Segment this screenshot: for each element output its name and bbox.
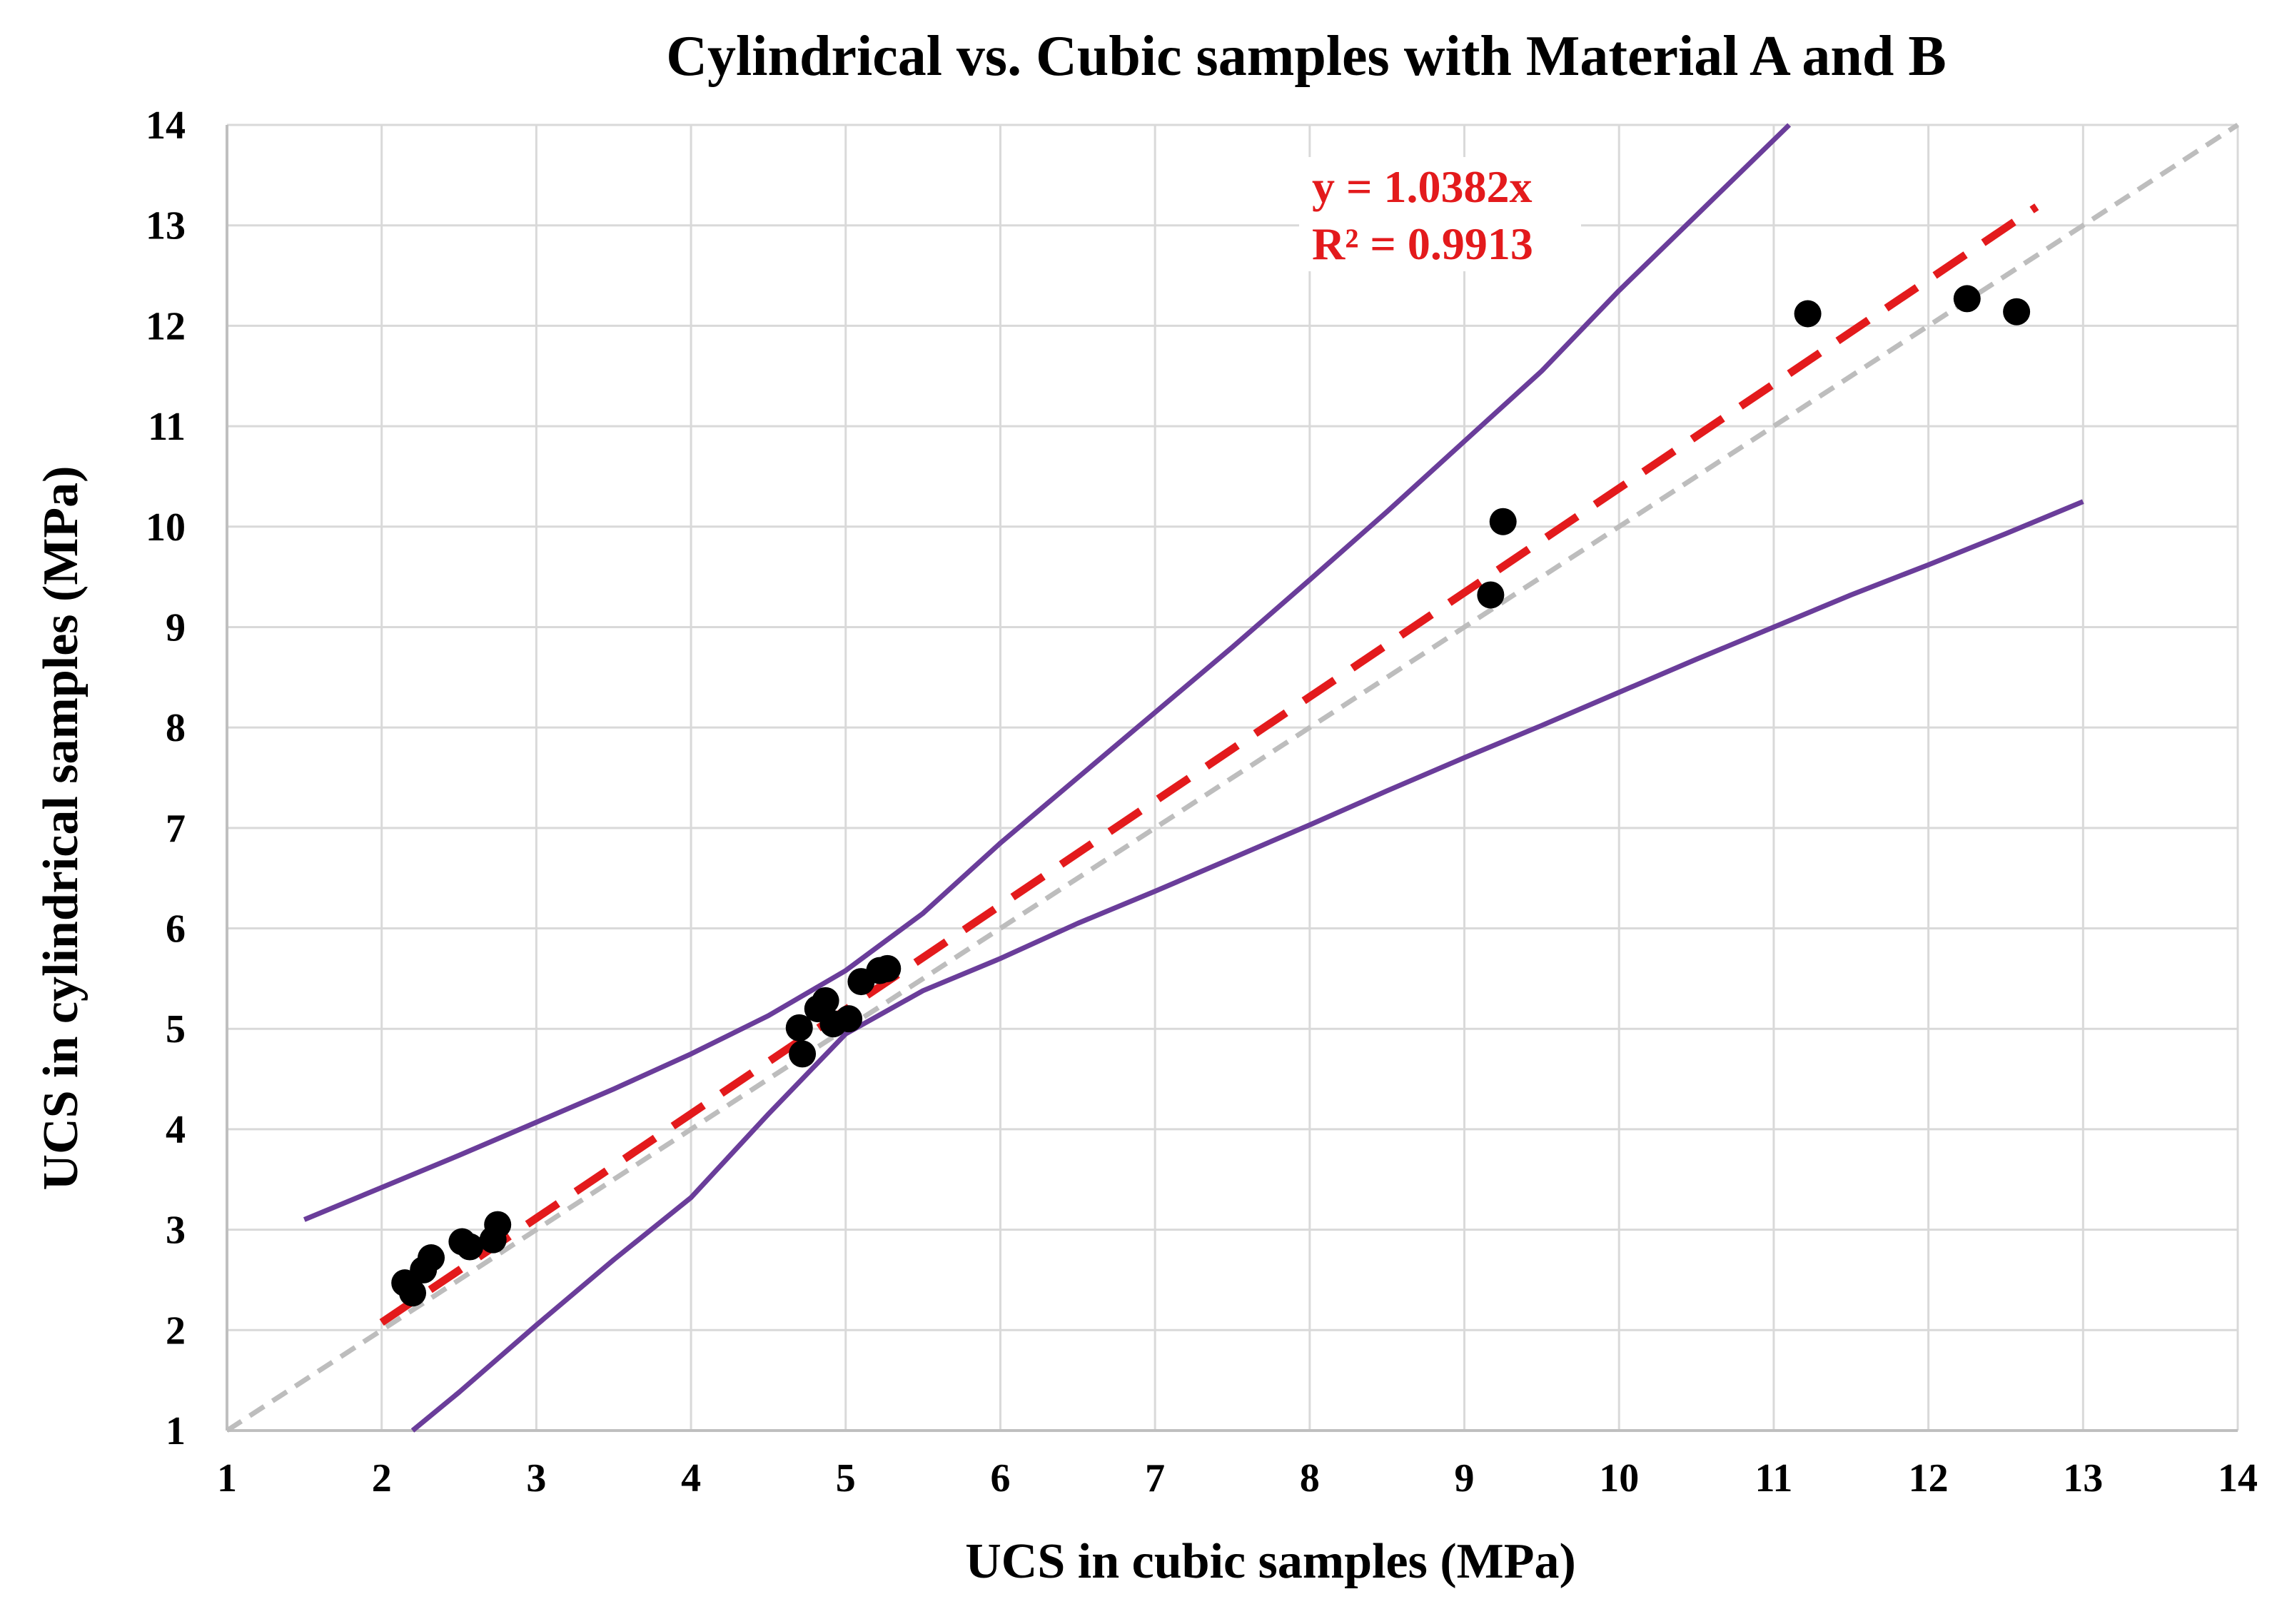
data-point xyxy=(456,1233,484,1261)
data-point xyxy=(789,1040,817,1068)
x-tick-label-14: 14 xyxy=(2218,1456,2258,1501)
y-tick-label-3: 3 xyxy=(166,1209,186,1253)
line-of-equality-line xyxy=(226,123,2239,1433)
data-point xyxy=(2003,298,2031,326)
x-tick-label-1: 1 xyxy=(217,1456,237,1501)
y-tick-label-7: 7 xyxy=(166,807,186,851)
axes xyxy=(226,125,2238,1432)
x-tick-label-5: 5 xyxy=(836,1456,856,1501)
y-tick-label-1: 1 xyxy=(166,1409,186,1453)
y-tick-label-12: 12 xyxy=(146,304,186,348)
x-tick-label-13: 13 xyxy=(2063,1456,2103,1501)
data-points xyxy=(391,285,2031,1307)
series-lines xyxy=(226,123,2239,1433)
data-point xyxy=(418,1244,445,1272)
x-tick-label-4: 4 xyxy=(681,1456,701,1501)
data-point xyxy=(399,1279,427,1307)
data-point xyxy=(1794,300,1822,328)
data-point xyxy=(1489,508,1517,535)
chart-title: Cylindrical vs. Cubic samples with Mater… xyxy=(666,25,1946,88)
y-tick-label-6: 6 xyxy=(166,907,186,952)
lower-bound-line xyxy=(410,499,2084,1433)
y-tick-label-13: 13 xyxy=(146,204,186,248)
fit-r-squared: R² = 0.9913 xyxy=(1312,218,1533,269)
y-axis-title: UCS in cylindrical samples (MPa) xyxy=(34,466,89,1191)
x-tick-label-6: 6 xyxy=(990,1456,1010,1501)
y-tick-label-4: 4 xyxy=(166,1108,186,1152)
data-point xyxy=(835,1005,863,1033)
data-point xyxy=(1953,285,1981,313)
annotation-background xyxy=(1299,157,1581,271)
y-tick-label-14: 14 xyxy=(146,104,186,148)
linear-fit-line xyxy=(379,203,2039,1326)
x-tick-label-2: 2 xyxy=(372,1456,392,1501)
data-point xyxy=(812,987,839,1014)
x-tick-label-3: 3 xyxy=(526,1456,546,1501)
x-tick-label-8: 8 xyxy=(1300,1456,1320,1501)
y-tick-label-9: 9 xyxy=(166,605,186,650)
fit-annotation: y = 1.0382x R² = 0.9913 xyxy=(1299,157,1581,271)
data-point xyxy=(874,954,902,982)
y-tick-label-5: 5 xyxy=(166,1007,186,1051)
x-tick-label-7: 7 xyxy=(1145,1456,1165,1501)
data-point xyxy=(484,1211,512,1239)
x-tick-label-11: 11 xyxy=(1755,1456,1792,1501)
grid xyxy=(227,123,2239,1431)
x-tick-label-10: 10 xyxy=(1599,1456,1639,1501)
data-point xyxy=(1477,581,1505,609)
upper-bound-line xyxy=(303,123,1792,1222)
x-tick-label-12: 12 xyxy=(1909,1456,1949,1501)
x-tick-label-9: 9 xyxy=(1455,1456,1475,1501)
y-tick-label-8: 8 xyxy=(166,706,186,750)
y-tick-label-2: 2 xyxy=(166,1308,186,1353)
fit-equation: y = 1.0382x xyxy=(1312,161,1532,212)
x-axis-title: UCS in cubic samples (MPa) xyxy=(965,1534,1576,1589)
y-tick-label-11: 11 xyxy=(148,405,186,449)
y-tick-label-10: 10 xyxy=(146,505,186,550)
data-point xyxy=(785,1014,813,1042)
